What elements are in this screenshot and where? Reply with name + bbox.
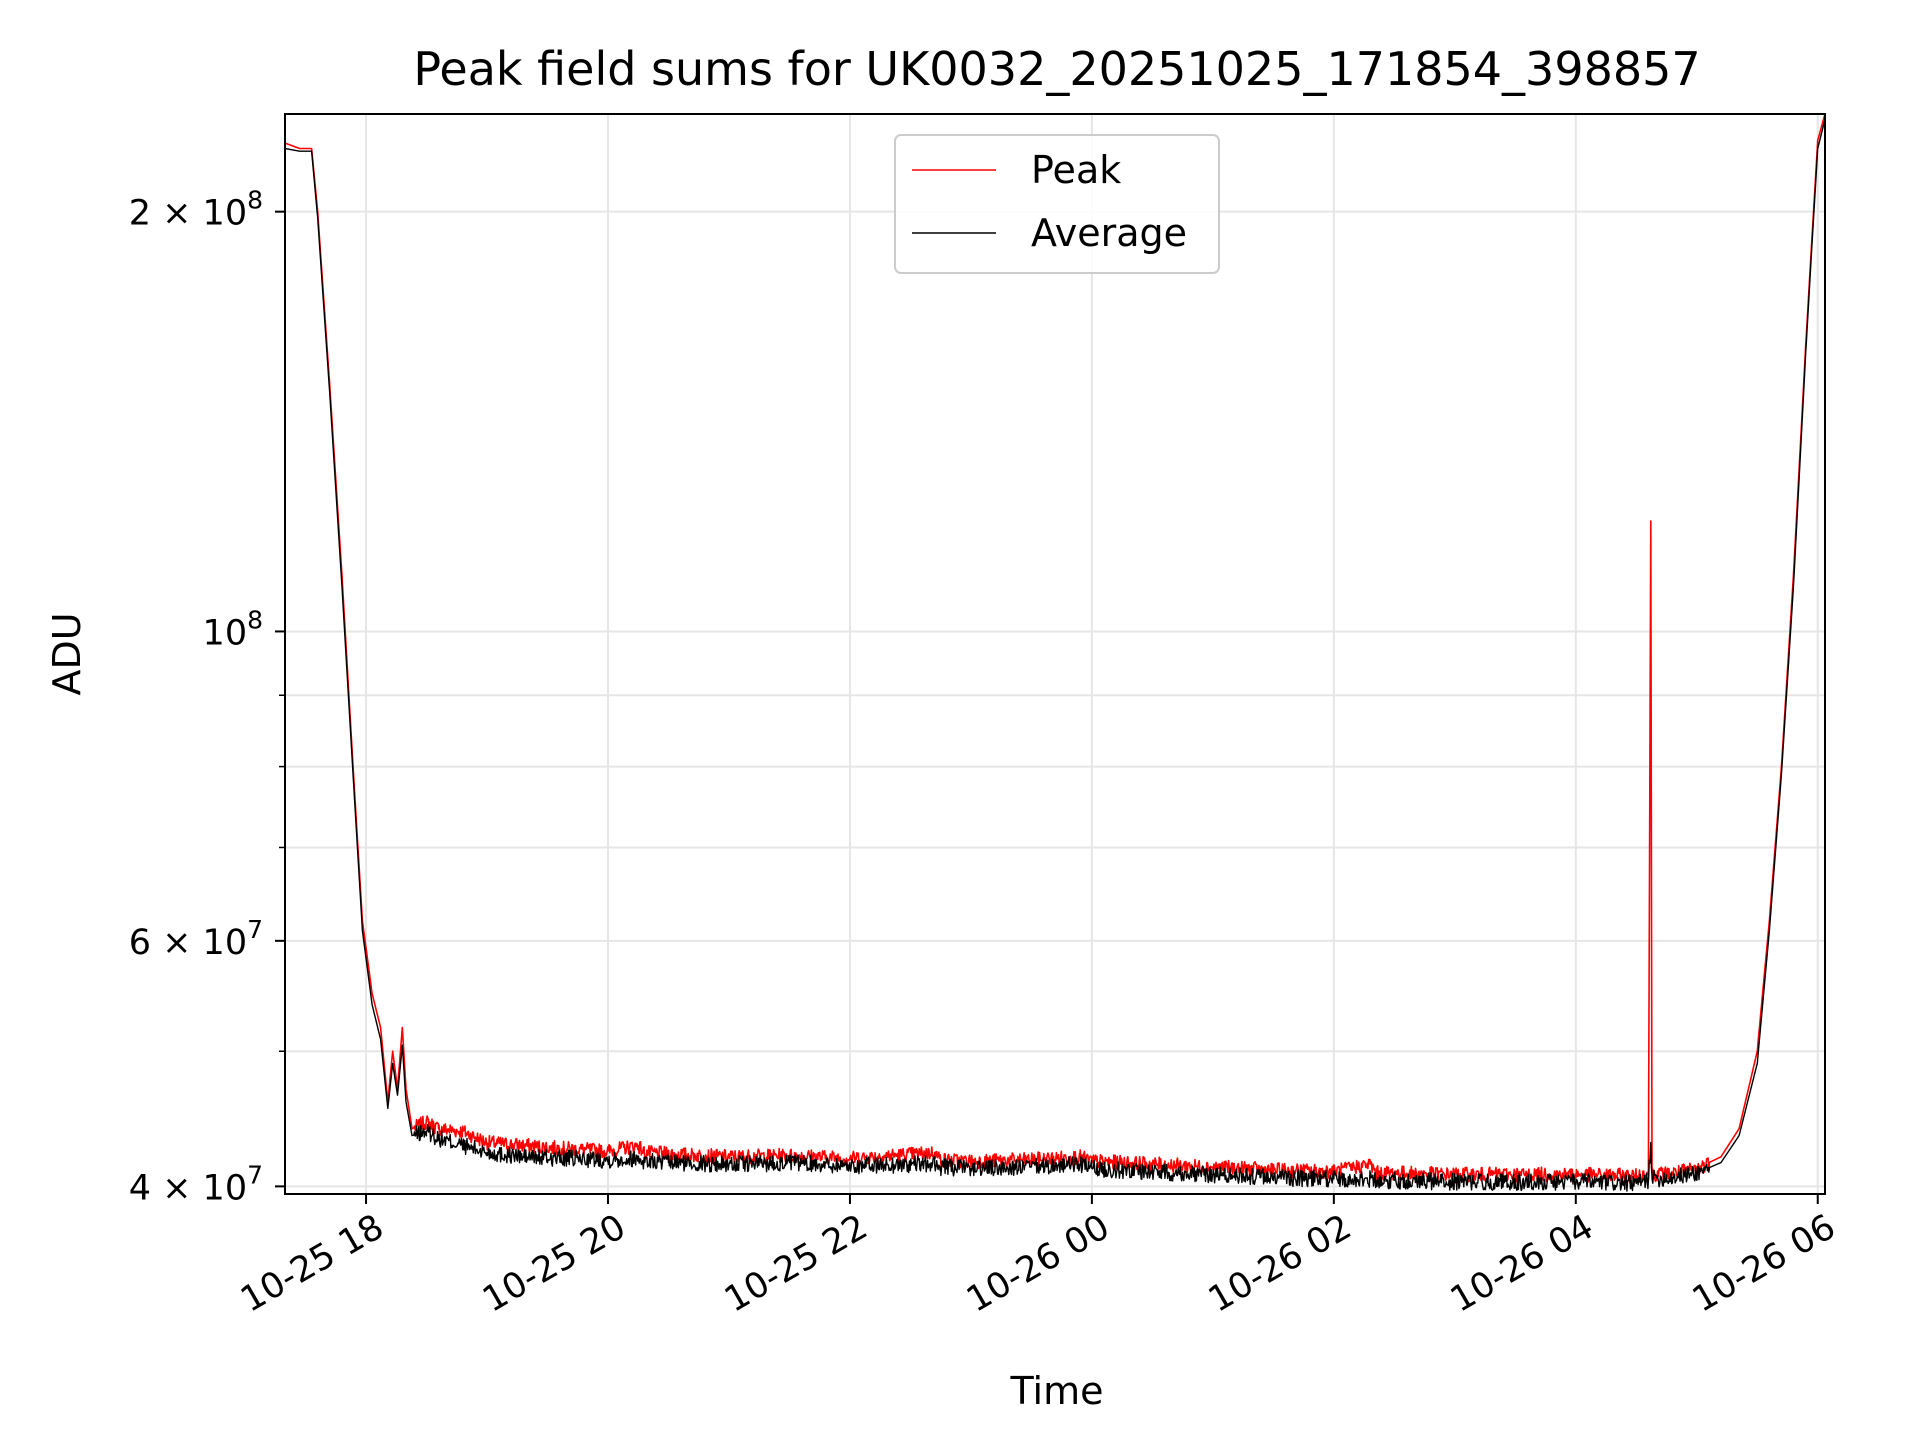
chart-title: Peak field sums for UK0032_20251025_1718…: [413, 42, 1700, 96]
y-tick-label: 2 × 108: [129, 186, 263, 234]
x-axis-label: Time: [1010, 1369, 1104, 1413]
y-tick-label-exponent: 7: [247, 1160, 263, 1189]
y-tick-label: 6 × 107: [129, 915, 263, 963]
y-tick-label: 4 × 107: [129, 1160, 263, 1208]
y-axis-label: ADU: [45, 612, 89, 695]
legend-average-label: Average: [1031, 211, 1187, 255]
y-tick-label: 108: [203, 605, 263, 653]
y-tick-label-base: 4 × 10: [129, 1168, 247, 1208]
y-tick-label-exponent: 8: [247, 186, 263, 215]
legend: Peak Average: [894, 134, 1220, 274]
series-line-average: [285, 119, 1825, 1192]
y-tick-label-exponent: 7: [247, 915, 263, 944]
series-layer: [285, 114, 1825, 1192]
y-tick-label-base: 6 × 10: [129, 923, 247, 963]
y-tick-label-base: 2 × 10: [129, 194, 247, 234]
legend-peak-label: Peak: [1031, 148, 1121, 192]
y-tick-label-exponent: 8: [247, 605, 263, 634]
y-tick-label-base: 10: [203, 613, 248, 653]
plot-frame: [284, 113, 1826, 1195]
